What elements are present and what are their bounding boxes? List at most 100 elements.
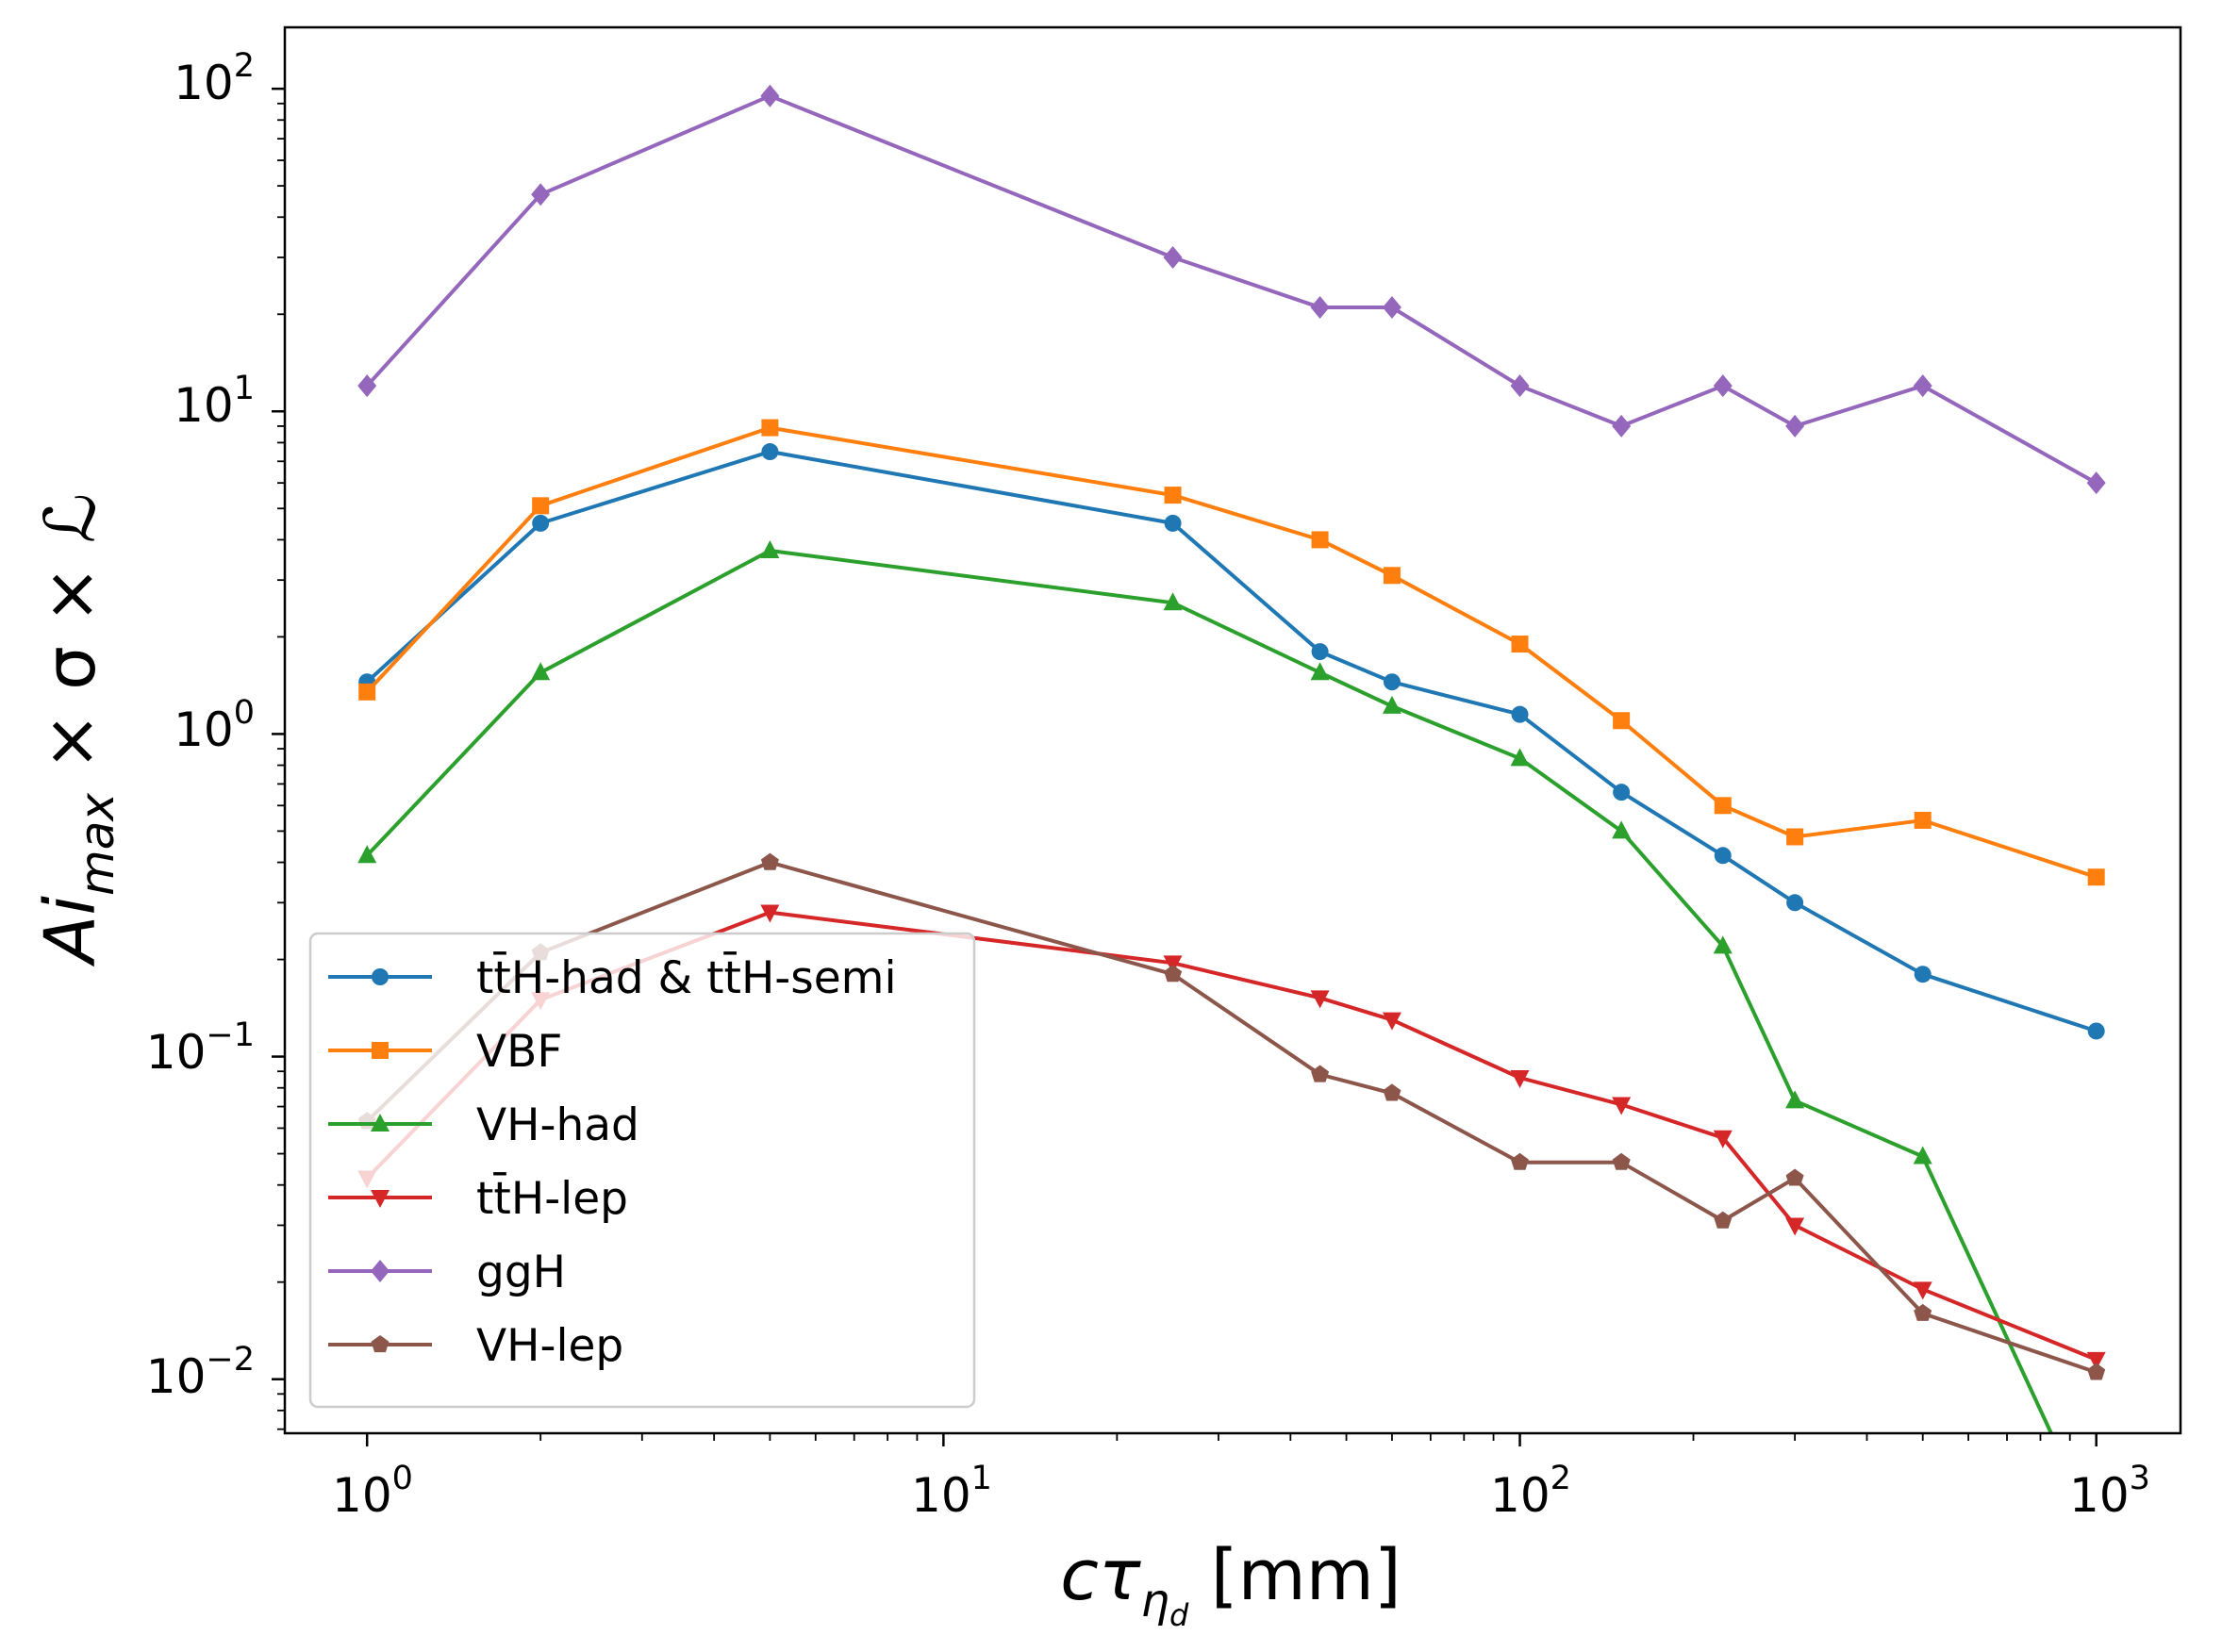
data-point xyxy=(1785,1090,1805,1109)
series-line xyxy=(365,549,2054,1433)
data-point xyxy=(1913,1281,1932,1300)
data-point xyxy=(1714,797,1732,815)
data-point xyxy=(760,852,779,870)
data-point xyxy=(1713,935,1733,954)
data-point xyxy=(1714,1211,1733,1229)
data-point xyxy=(760,904,780,923)
data-point xyxy=(532,497,550,515)
data-point xyxy=(1164,487,1182,504)
legend-label: tt̄H-had & tt̄H-semi xyxy=(476,951,897,1004)
data-point xyxy=(1311,1065,1330,1082)
data-point xyxy=(1785,1217,1805,1236)
legend-marker xyxy=(371,1114,390,1132)
data-point xyxy=(1913,1146,1932,1165)
data-point xyxy=(1785,414,1805,438)
legend-label: ggH xyxy=(476,1247,566,1298)
data-point xyxy=(761,443,779,461)
data-point xyxy=(1914,1303,1932,1321)
data-point xyxy=(2086,471,2106,495)
data-point xyxy=(1613,712,1631,730)
legend-label: tt̄H-lep xyxy=(476,1172,628,1225)
legend-box xyxy=(308,932,976,1409)
axis-ticks xyxy=(272,87,2098,1446)
y-tick-label: 10−2 xyxy=(146,1341,255,1404)
x-axis-label: cτηd [mm] xyxy=(1060,1535,1401,1633)
legend-marker xyxy=(371,1335,390,1353)
data-point xyxy=(1383,567,1401,585)
data-point xyxy=(1612,414,1632,438)
series-ggh xyxy=(357,84,2106,495)
series-vbf xyxy=(358,419,2105,886)
x-tick-label: 102 xyxy=(1490,1460,1571,1523)
data-point xyxy=(1612,820,1632,839)
series-tt-h-had-tt-h-semi xyxy=(358,443,2105,1040)
y-tick-label: 101 xyxy=(174,370,255,433)
data-point xyxy=(1510,748,1530,767)
data-point xyxy=(760,84,780,107)
legend-marker xyxy=(371,1260,390,1282)
series-line xyxy=(365,425,2098,880)
data-point xyxy=(1511,636,1529,653)
series-vh-had xyxy=(357,540,2054,1433)
data-point xyxy=(358,683,376,701)
plot-frame xyxy=(283,25,2182,1435)
data-point xyxy=(2087,868,2105,886)
series-layer xyxy=(357,84,2106,1433)
x-tick-label: 103 xyxy=(2069,1460,2150,1523)
y-axis-label: Aimax × σ × ℒ xyxy=(30,493,124,966)
legend-label: VH-had xyxy=(476,1099,639,1151)
y-tick-label: 10−1 xyxy=(146,1016,255,1080)
data-point xyxy=(1311,643,1329,661)
legend-handles xyxy=(328,968,432,1353)
legend-label: VBF xyxy=(476,1026,562,1078)
data-point xyxy=(1164,514,1182,532)
data-point xyxy=(1311,531,1329,549)
data-point xyxy=(1382,296,1401,320)
legend-label: VH-lep xyxy=(476,1320,623,1372)
data-point xyxy=(1913,374,1932,398)
data-point xyxy=(1613,784,1631,801)
data-point xyxy=(1163,592,1183,611)
data-point xyxy=(1914,966,1932,983)
data-point xyxy=(1612,1152,1631,1170)
legend-marker xyxy=(371,1190,390,1208)
data-point xyxy=(1914,811,1932,829)
data-point xyxy=(1510,1069,1530,1088)
data-point xyxy=(760,540,780,559)
series-line xyxy=(365,93,2098,485)
legend-marker xyxy=(372,1042,389,1059)
data-point xyxy=(2086,1351,2106,1370)
data-point xyxy=(1612,1097,1632,1115)
data-point xyxy=(357,845,377,864)
data-point xyxy=(761,419,779,437)
data-point xyxy=(1310,296,1330,320)
data-point xyxy=(357,374,377,398)
y-tick-label: 102 xyxy=(174,47,255,110)
data-point xyxy=(531,662,551,681)
data-point xyxy=(532,514,550,532)
data-point xyxy=(1383,1083,1401,1101)
data-point xyxy=(1786,894,1804,912)
data-point xyxy=(1164,965,1183,983)
data-point xyxy=(1310,662,1330,681)
data-point xyxy=(1163,955,1183,974)
legend: tt̄H-had & tt̄H-semi VBF VH-had tt̄H-lep… xyxy=(308,932,976,1409)
data-point xyxy=(1382,1012,1401,1031)
data-point xyxy=(1785,1168,1804,1186)
series-line xyxy=(365,910,2098,1362)
data-point xyxy=(2087,1022,2105,1040)
x-tick-label: 101 xyxy=(911,1460,992,1523)
data-point xyxy=(2087,1363,2106,1380)
series-line xyxy=(365,450,2098,1033)
data-point xyxy=(1511,1152,1529,1170)
y-tick-label: 100 xyxy=(174,694,255,757)
data-point xyxy=(1713,1130,1733,1148)
data-point xyxy=(1383,673,1401,691)
series-line xyxy=(365,860,2098,1375)
data-point xyxy=(531,183,551,206)
data-point xyxy=(1511,705,1529,723)
data-point xyxy=(1310,990,1330,1009)
data-point xyxy=(1510,374,1530,398)
data-point xyxy=(1714,847,1732,865)
